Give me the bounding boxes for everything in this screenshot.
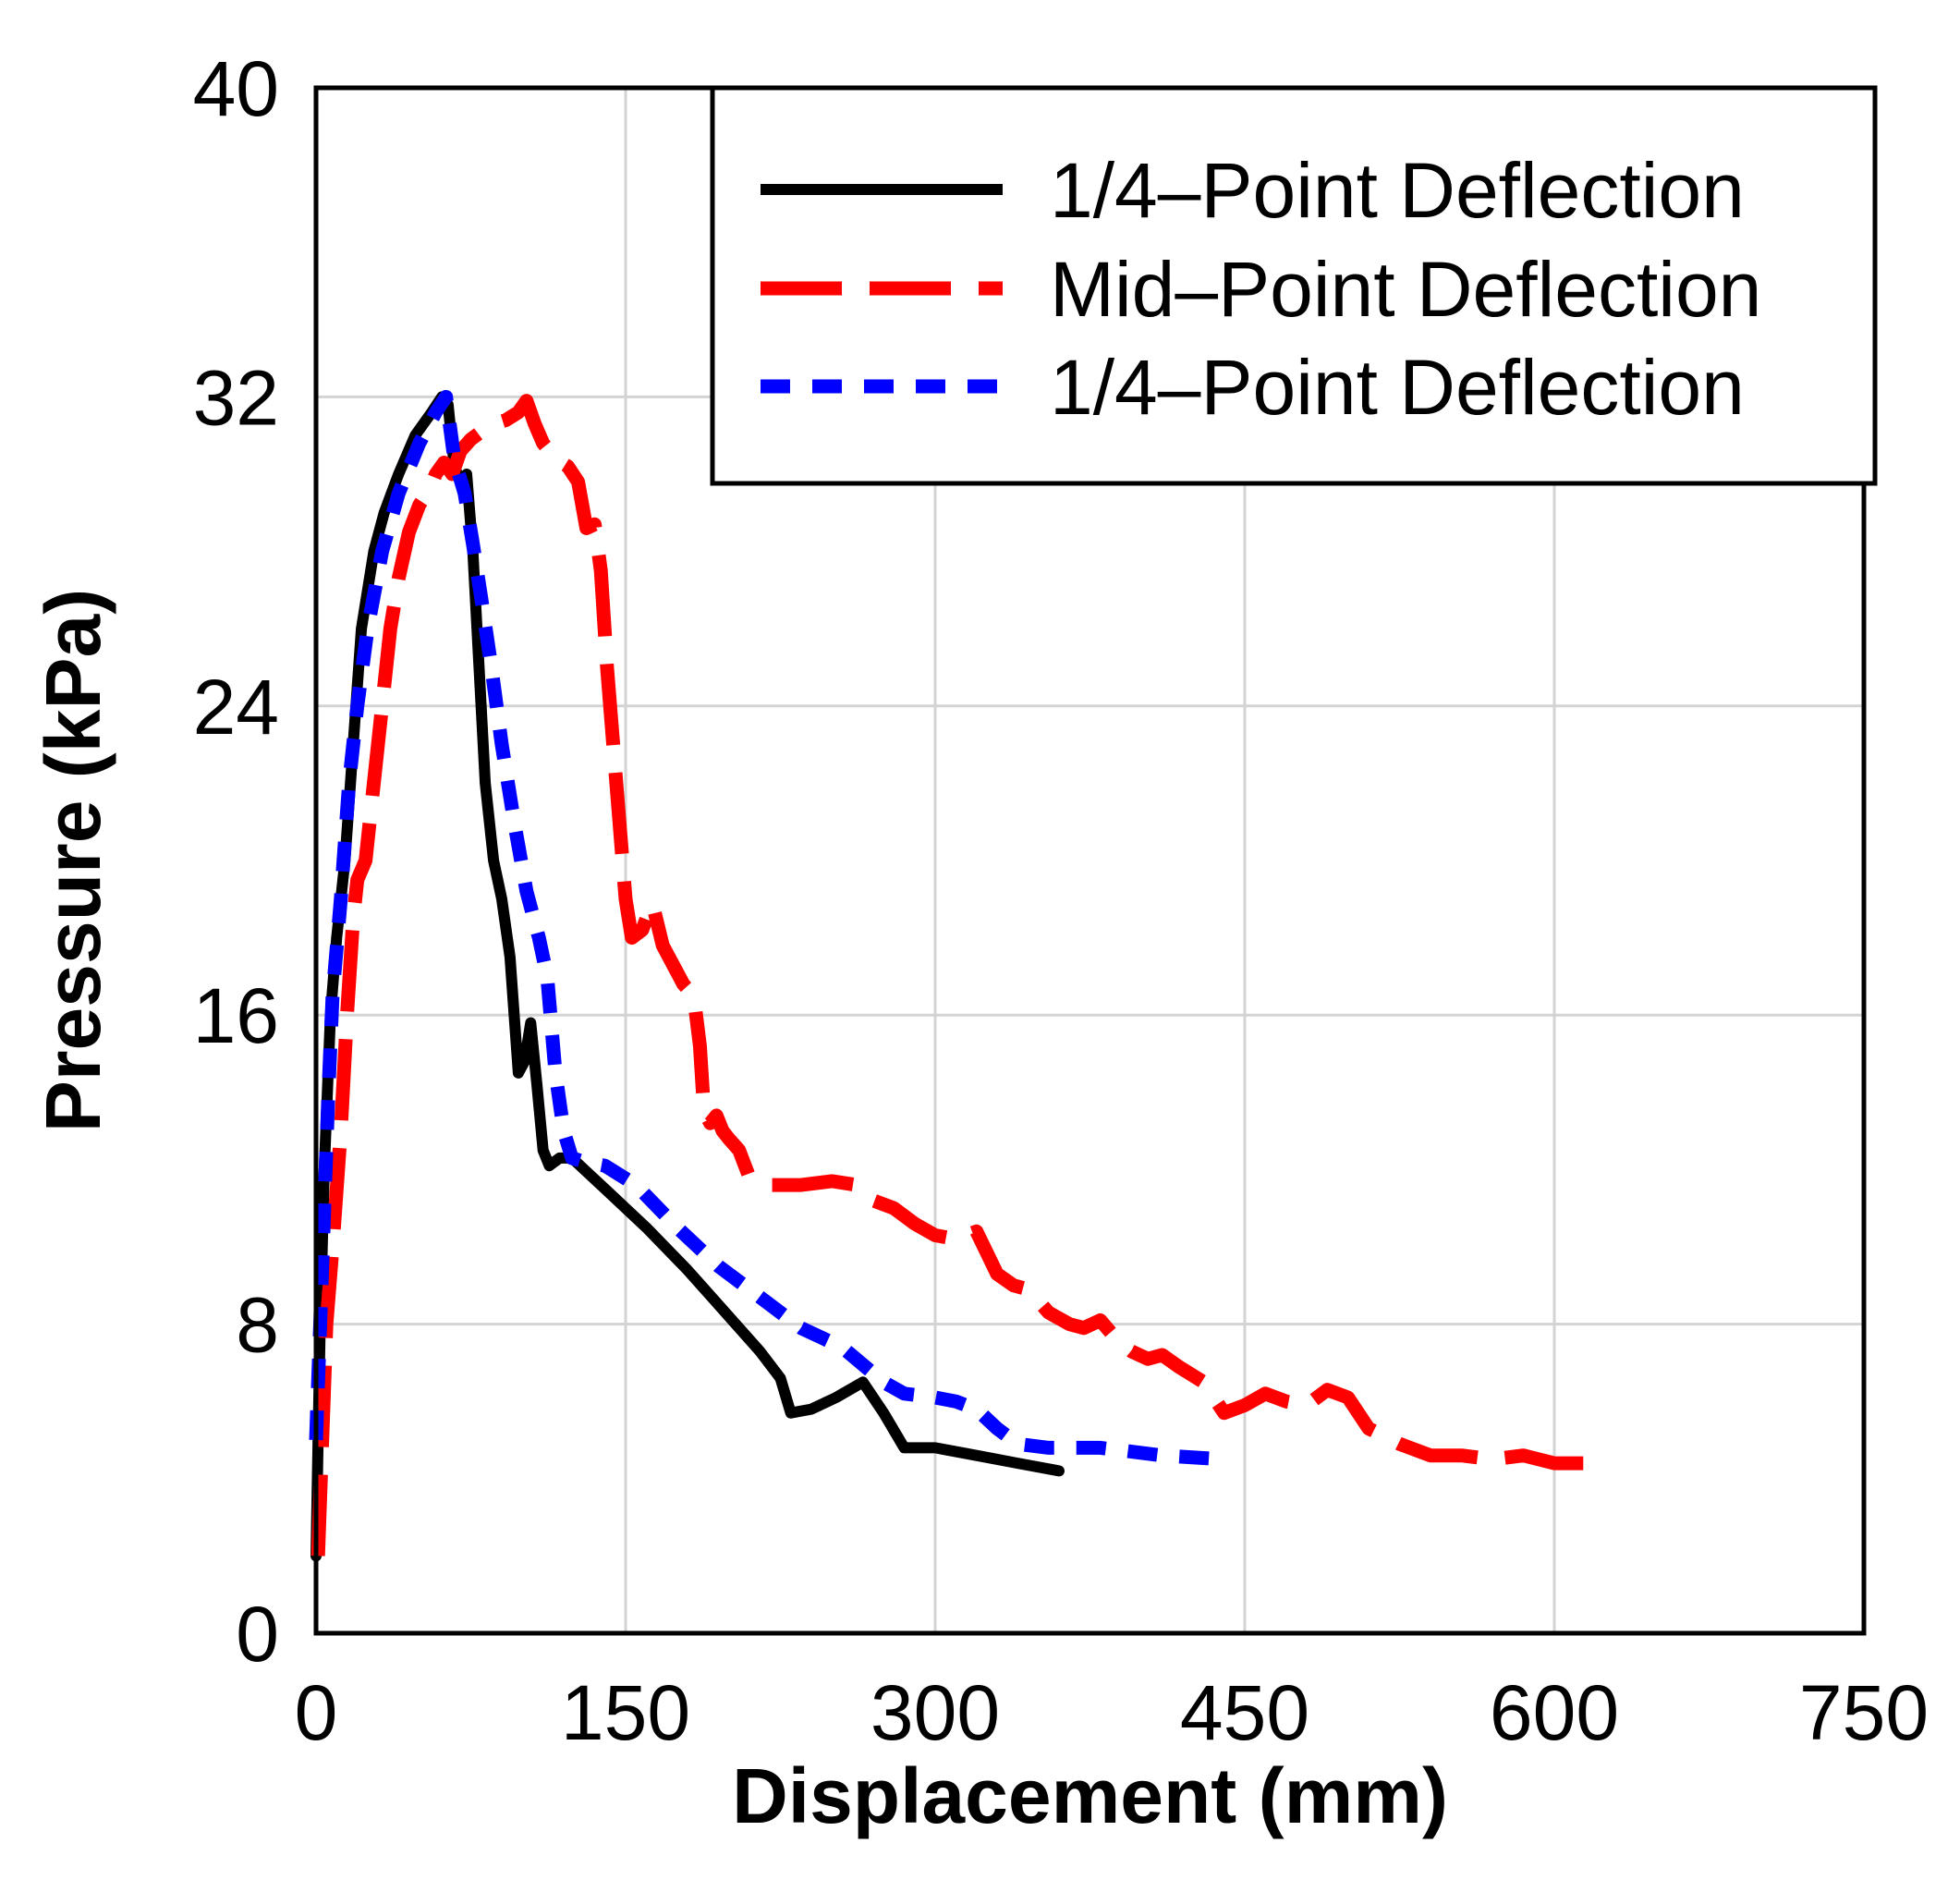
series-line-1-dashed bbox=[310, 394, 1584, 1556]
legend-label-mid-point: Mid–Point Deflection bbox=[1050, 246, 1761, 333]
x-tick-label: 150 bbox=[561, 1669, 690, 1756]
x-tick-label: 450 bbox=[1180, 1669, 1309, 1756]
legend: 1/4–Point Deflection Mid–Point Deflectio… bbox=[710, 85, 1878, 486]
y-tick-label: 32 bbox=[193, 354, 279, 441]
series-line-2-dotted bbox=[309, 389, 1225, 1467]
series-layer bbox=[309, 389, 1584, 1562]
x-axis-title: Displacement (mm) bbox=[732, 1752, 1448, 1839]
x-tick-label: 750 bbox=[1799, 1669, 1929, 1756]
y-tick-label: 0 bbox=[236, 1591, 279, 1678]
y-tick-label: 40 bbox=[193, 45, 279, 132]
y-tick-label: 24 bbox=[193, 664, 279, 751]
y-tick-label: 8 bbox=[236, 1282, 279, 1369]
x-tick-labels: 0 150 300 450 600 750 bbox=[295, 1669, 1929, 1756]
y-tick-labels: 0 8 16 24 32 40 bbox=[193, 45, 279, 1678]
x-tick-label: 0 bbox=[295, 1669, 338, 1756]
legend-label-quarter-point-solid: 1/4–Point Deflection bbox=[1050, 147, 1745, 234]
y-axis-title: Pressure (kPa) bbox=[30, 589, 116, 1132]
y-tick-label: 16 bbox=[193, 972, 279, 1059]
legend-label-quarter-point-dotted: 1/4–Point Deflection bbox=[1050, 344, 1745, 431]
series-line-0-solid bbox=[310, 391, 1065, 1562]
x-tick-label: 600 bbox=[1490, 1669, 1619, 1756]
x-tick-label: 300 bbox=[870, 1669, 1000, 1756]
